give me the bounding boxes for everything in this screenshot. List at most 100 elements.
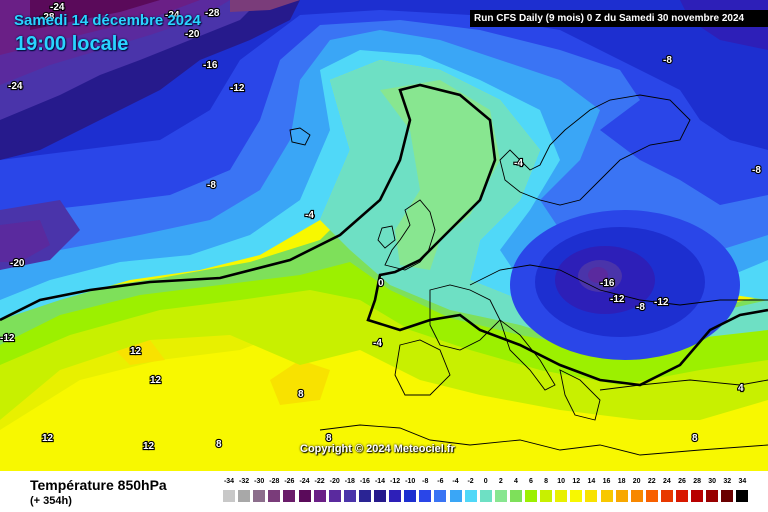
scale-swatch	[357, 489, 372, 503]
scale-tick-label: -6	[437, 478, 444, 485]
scale-swatch	[644, 489, 659, 503]
scale-tick-label: 28	[693, 478, 701, 485]
scale-tick-label: 4	[513, 478, 518, 485]
scale-swatch	[524, 489, 538, 503]
scale-tick-label: -10	[405, 478, 416, 485]
scale-tick-label: -32	[239, 478, 250, 485]
isotherm-label: -8	[663, 55, 672, 66]
scale-swatch	[312, 489, 327, 503]
isotherm-label: -28	[205, 8, 220, 19]
scale-swatch	[614, 489, 629, 503]
scale-swatch	[252, 489, 267, 503]
scale-tick-label: 30	[708, 478, 717, 485]
scale-swatch	[463, 489, 478, 503]
scale-tick-label: 26	[678, 478, 686, 485]
scale-tick-label: 10	[557, 478, 566, 485]
scale-swatch	[403, 489, 418, 503]
isotherm-label: 12	[143, 441, 155, 452]
zero-isotherm	[0, 83, 768, 387]
scale-swatch	[327, 489, 342, 503]
scale-swatch	[554, 489, 569, 503]
coastlines	[289, 94, 768, 456]
scale-tick-label: -12	[390, 478, 401, 485]
forecast-local-time: 19:00 locale	[15, 33, 129, 55]
isotherm-label: -8	[752, 165, 761, 176]
forecast-date: Samedi 14 décembre 2024	[14, 12, 201, 29]
scale-swatch	[508, 489, 523, 503]
isotherm-label: -12	[610, 294, 625, 305]
scale-swatch	[493, 489, 508, 503]
isotherm-label: 12	[130, 346, 142, 357]
isotherm-label: -4	[373, 338, 382, 349]
isotherm-label: -28	[40, 12, 55, 23]
isotherm-label: -4	[305, 210, 314, 221]
scale-tick-label: -26	[284, 478, 295, 485]
band-minus-24	[30, 0, 160, 30]
scale-tick-label: -4	[452, 478, 459, 485]
scale-tick-label: -14	[374, 478, 386, 485]
scale-swatch	[297, 489, 312, 503]
isotherm-label: -20	[185, 29, 200, 40]
scale-swatch	[237, 489, 252, 503]
scale-tick-label: 16	[602, 478, 611, 485]
isotherm-label: -20	[10, 258, 25, 269]
scale-swatch	[539, 489, 554, 503]
copyright-notice: Copyright © 2024 Meteociel.fr	[300, 443, 455, 455]
scale-tick-label: -22	[314, 478, 325, 485]
temperature-map: -24 -28 -24 -28 -20 -16 -24 -12 -8 -4 -2…	[0, 0, 768, 471]
scale-swatch	[282, 489, 297, 503]
scale-swatch	[690, 489, 705, 503]
scale-swatch	[342, 489, 357, 503]
isotherm-label: -8	[636, 302, 645, 313]
forecast-range: (+ 354h)	[30, 495, 72, 507]
scale-tick-label: 20	[632, 478, 641, 485]
scale-tick-label: -34	[223, 478, 235, 485]
isotherm-label: 8	[216, 439, 222, 450]
band-0-positive	[380, 80, 500, 270]
scale-tick-label: 12	[572, 478, 581, 485]
west-cold-core	[0, 220, 50, 262]
band-14	[110, 340, 330, 405]
scale-swatch	[373, 489, 387, 503]
variable-title: Température 850hPa	[30, 477, 167, 493]
scale-tick-label: -16	[359, 478, 370, 485]
band-minus-28	[230, 0, 300, 12]
scale-tick-label: -8	[422, 478, 429, 485]
scale-swatch	[388, 489, 403, 503]
isotherm-label: 8	[692, 433, 698, 444]
scale-tick-label: 24	[662, 478, 671, 485]
scale-tick-label: 18	[617, 478, 626, 485]
scale-swatch	[599, 489, 614, 503]
scale-swatch	[433, 489, 448, 503]
scale-tick-label: 14	[587, 478, 596, 485]
scale-swatch	[267, 489, 282, 503]
isotherm-label: -12	[0, 333, 15, 344]
isotherm-label: -12	[654, 297, 669, 308]
isotherm-label: -24	[50, 2, 65, 13]
legend-footer: Température 850hPa (+ 354h) -34 -32 -30 -2 8…	[0, 471, 768, 512]
isotherm-label: 0	[378, 278, 384, 289]
color-scale: -34 -32 -30 -28 -26 -24 -22 -20 -18 -16 -14 -12 -10-…	[222, 478, 752, 510]
model-run-info: Run CFS Daily (9 mois) 0 Z du Samedi 30 …	[470, 10, 768, 27]
scale-tick-label: 22	[647, 478, 656, 485]
isotherm-label: 12	[150, 375, 162, 386]
isotherm-label: -12	[230, 83, 245, 94]
scale-swatch	[569, 489, 584, 503]
isotherm-label: 12	[42, 433, 54, 444]
scale-swatch	[629, 489, 644, 503]
scale-tick-label: 32	[723, 478, 732, 485]
isotherm-label: -24	[165, 10, 180, 21]
scale-swatch	[705, 489, 720, 503]
scale-tick-label: 8	[544, 478, 549, 485]
scale-tick-label: 34	[738, 478, 747, 485]
scale-swatch	[720, 489, 735, 503]
isotherm-label: -24	[8, 81, 23, 92]
scale-tick-label: -2	[467, 478, 474, 485]
scale-tick-label: 2	[498, 478, 503, 485]
scale-swatch	[418, 489, 433, 503]
scale-tick-label: -30	[254, 478, 265, 485]
band-12	[0, 300, 768, 471]
scale-tick-label: 6	[529, 478, 533, 485]
isotherm-label: -4	[514, 158, 523, 169]
